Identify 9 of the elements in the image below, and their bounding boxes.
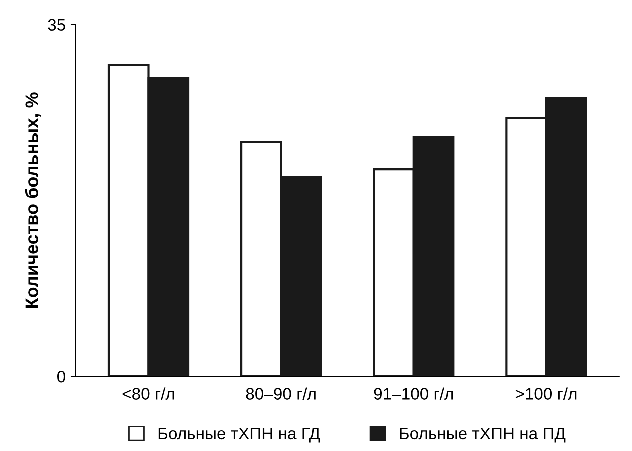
y-tick-label: 35 bbox=[48, 19, 66, 32]
legend-label: Больные тХПН на ГД bbox=[158, 428, 320, 443]
y-tick-label: 0 bbox=[58, 370, 66, 383]
y-axis-title: Количество больных, % bbox=[25, 92, 42, 308]
x-tick-label: 80–90 г/л bbox=[246, 388, 316, 400]
x-tick-label: >100 г/л bbox=[516, 388, 577, 400]
x-tick-label: <80 г/л bbox=[122, 388, 174, 400]
x-tick-label: 91–100 г/л bbox=[374, 388, 454, 400]
legend-label: Больные тХПН на ПД bbox=[400, 428, 566, 443]
